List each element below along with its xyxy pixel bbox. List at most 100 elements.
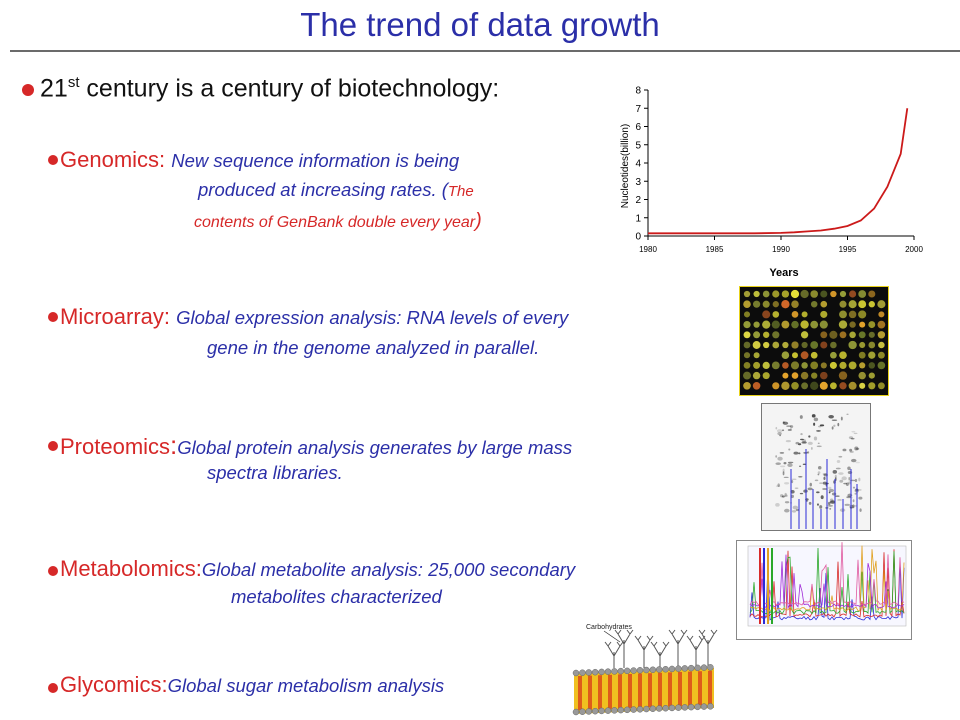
microarray-spot (762, 372, 770, 380)
microarray-spot (772, 382, 780, 390)
microarray-spot (772, 311, 780, 318)
microarray-spot (839, 361, 847, 369)
microarray-spot (743, 362, 751, 369)
x-tick-label: 1995 (839, 245, 857, 254)
microarray-spot (848, 340, 857, 350)
microarray-spot (820, 362, 827, 369)
gel-spot (801, 441, 807, 444)
lipid-head (585, 708, 593, 715)
metabolomics-term: Metabolomics (60, 556, 196, 581)
page-title: The trend of data growth (300, 6, 660, 43)
gel-spot (840, 416, 843, 421)
gel-spot (775, 503, 780, 507)
gel-spot (775, 485, 781, 487)
gel-spot (793, 451, 799, 455)
gel-spot (848, 476, 851, 481)
microarray-spot (791, 341, 799, 349)
gel-spot (811, 414, 816, 418)
microarray-spot (762, 320, 771, 329)
gel-spot (807, 487, 813, 491)
microarray-spot (771, 361, 780, 370)
lipid-head (681, 665, 689, 672)
microarray-spot (772, 341, 780, 349)
gel-spot (839, 479, 844, 483)
microarray-spot (791, 372, 799, 379)
gel-spot (828, 488, 835, 493)
microarray-spot (877, 331, 886, 339)
lipid-head (604, 707, 612, 714)
gel-spot (820, 495, 824, 500)
microarray-spot (868, 382, 876, 390)
gel-spot (831, 492, 837, 496)
genbank-growth-chart: 0 1 2 3 4 5 6 7 8 1980 1985 1990 1995 2000 Years Nucl… (620, 86, 923, 280)
gel-spot (852, 504, 855, 509)
lipid-head (707, 703, 714, 710)
microarray-spot (801, 341, 808, 349)
gel-spot (783, 461, 787, 465)
gel-spot (791, 480, 794, 484)
lipid-tail (678, 672, 682, 706)
gel-spot (817, 442, 820, 445)
glycan-branch (686, 635, 706, 651)
gel-spot (851, 430, 856, 433)
lipid-head (591, 707, 599, 715)
lipid-head (675, 704, 682, 711)
microarray-spot (791, 352, 799, 359)
gel-spot (817, 465, 822, 470)
y-tick-label: 8 (635, 86, 641, 97)
gel-spot (779, 451, 785, 454)
lipid-head (636, 706, 644, 713)
microarray-spot (839, 300, 847, 308)
y-tick-label: 7 (635, 104, 641, 115)
chromatogram-trace (749, 542, 905, 606)
gel-spot (781, 495, 785, 498)
lipid-head (617, 706, 625, 714)
microarray-spot (819, 320, 828, 329)
microarray-spot (849, 331, 856, 339)
microarray-spot (782, 341, 789, 349)
gel-spot (783, 476, 789, 479)
gel-spot (777, 483, 780, 487)
microarray-image (739, 286, 889, 396)
chart-ticks: 0 1 2 3 4 5 6 7 8 1980 1985 1990 1995 2000 (635, 86, 923, 255)
gel-spot (854, 478, 858, 483)
microarray-spot (819, 381, 828, 390)
lipid-head (707, 664, 714, 671)
lipid-head (655, 705, 663, 712)
spectrum-peaks (790, 449, 858, 529)
microarray-spot (838, 371, 848, 380)
gel-spot (780, 465, 786, 468)
microarray-spot (877, 361, 886, 370)
lipid-head (643, 705, 650, 713)
lipid-head (675, 665, 682, 672)
microarray-spot (878, 311, 885, 318)
gel-spot (848, 481, 852, 485)
gel-spot (846, 413, 849, 416)
microarray-spot (878, 341, 885, 349)
microarray-spot (782, 362, 789, 369)
lipid-head (687, 703, 695, 711)
microarray-spot (790, 361, 800, 370)
microarray-spot (820, 310, 828, 318)
gel-spot (776, 429, 783, 433)
lipid-head (623, 706, 631, 714)
gel-spot (819, 482, 823, 484)
gel-spot (838, 472, 844, 475)
genomics-line2: produced at increasing rates. (The (198, 179, 474, 200)
gel-spot (802, 439, 807, 443)
gel-spot (807, 441, 813, 445)
gel-spot (784, 492, 787, 497)
microarray-spot (743, 320, 751, 329)
microarray-spot (839, 331, 847, 339)
gel-spot (781, 429, 785, 432)
microarray-term: Microarray (60, 304, 164, 329)
microarray-spot (800, 331, 809, 339)
gel-spot (828, 486, 832, 490)
microarray-spot (791, 311, 799, 318)
glycomics-term: Glycomics (60, 672, 162, 697)
microarray-spot (791, 381, 799, 390)
lipid-head (572, 669, 580, 677)
gel-spot (822, 473, 827, 475)
microarray-spot (810, 300, 818, 308)
gel-spot (784, 482, 790, 485)
